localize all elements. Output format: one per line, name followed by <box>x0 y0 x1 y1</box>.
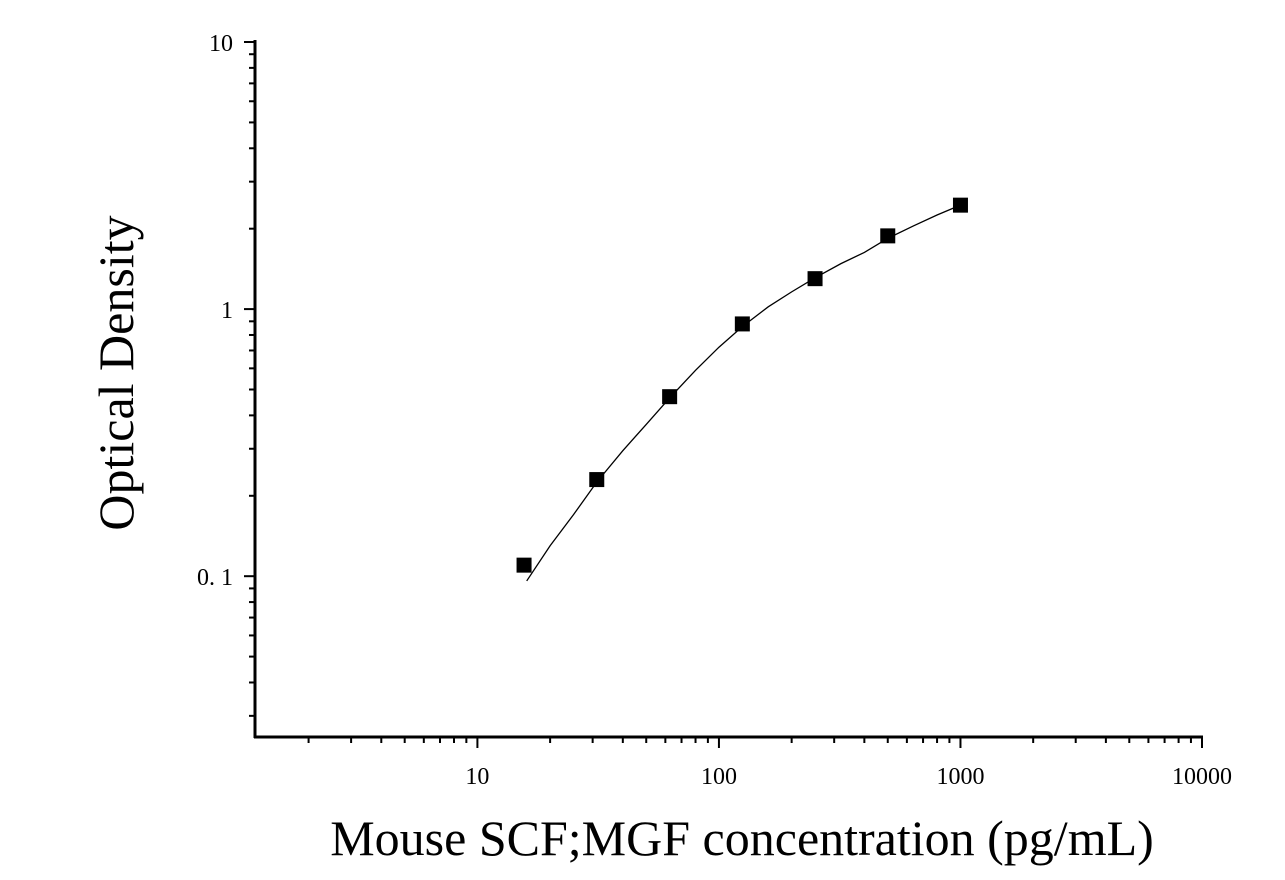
data-point <box>880 228 896 244</box>
data-points-layer <box>516 197 968 573</box>
data-point <box>952 197 968 213</box>
axes: 10 100 1000 10000 0. 1 1 10 <box>197 31 1232 790</box>
data-point <box>807 271 823 287</box>
x-tick-label: 1000 <box>936 764 984 790</box>
y-tick-label: 0. 1 <box>197 565 233 591</box>
y-tick-label: 1 <box>221 298 233 324</box>
data-point <box>589 472 605 488</box>
y-tick-label: 10 <box>209 31 233 57</box>
x-tick-label: 10 <box>465 764 489 790</box>
x-tick-label: 100 <box>701 764 737 790</box>
y-axis-title: Optical Density <box>88 215 144 530</box>
x-tick-label: 10000 <box>1172 764 1232 790</box>
data-point <box>734 316 750 332</box>
fit-curve-layer <box>526 204 961 582</box>
data-point <box>662 389 678 405</box>
fit-curve <box>526 204 961 582</box>
x-axis-title: Mouse SCF;MGF concentration (pg/mL) <box>330 810 1154 866</box>
data-point <box>516 557 532 573</box>
